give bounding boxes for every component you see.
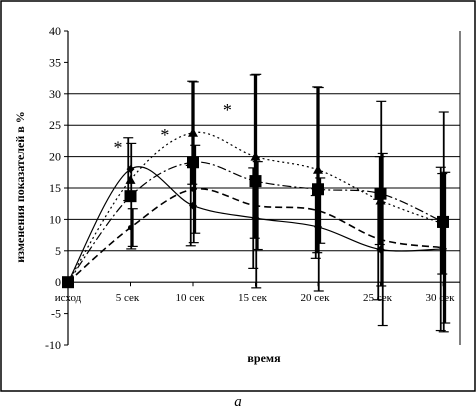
outer-frame bbox=[0, 0, 476, 392]
y-tick-label: 20 bbox=[49, 150, 61, 164]
data-point-circle bbox=[253, 203, 258, 209]
data-point-circle bbox=[440, 245, 446, 251]
figure-caption: а bbox=[234, 394, 242, 410]
data-point-circle bbox=[128, 225, 133, 231]
significance-asterisk: * bbox=[160, 125, 169, 145]
data-point-circle bbox=[190, 186, 196, 192]
series-circle bbox=[65, 144, 451, 327]
data-point-square bbox=[124, 190, 137, 203]
x-tick-label: 15 сек bbox=[238, 292, 268, 304]
data-point-circle bbox=[378, 236, 383, 242]
data-point-square bbox=[312, 183, 324, 196]
y-axis-label: изменения показателей в % bbox=[13, 111, 27, 262]
x-tick-label: исход bbox=[55, 292, 82, 304]
y-tick-label: 30 bbox=[49, 87, 61, 101]
y-tick-label: 10 bbox=[49, 212, 61, 226]
annotations: * * * bbox=[114, 100, 232, 158]
y-tick-label: 15 bbox=[49, 181, 61, 195]
data-point-square bbox=[374, 187, 387, 200]
y-tick-label: 25 bbox=[49, 118, 61, 132]
y-tick-label: 5 bbox=[55, 244, 61, 258]
x-tick-label: 5 сек bbox=[116, 292, 140, 304]
y-tick-label: -5 bbox=[51, 307, 61, 321]
x-tick-label: 10 сек bbox=[176, 292, 206, 304]
significance-asterisk: * bbox=[223, 100, 232, 120]
y-tick-label: 0 bbox=[55, 275, 61, 289]
data-point-square bbox=[187, 156, 199, 169]
y-tick-label: 35 bbox=[49, 55, 61, 69]
y-tick-label: -10 bbox=[45, 338, 61, 352]
data-point-circle bbox=[315, 208, 321, 214]
series-square bbox=[62, 73, 449, 333]
x-axis-ticks: исход 5 сек 10 сек 15 сек 20 сек 25 сек 30 сек bbox=[55, 281, 460, 304]
y-tick-label: 40 bbox=[49, 24, 61, 38]
x-tick-label: 25 сек bbox=[363, 292, 393, 304]
x-tick-label: 20 сек bbox=[301, 292, 331, 304]
data-point-square bbox=[437, 215, 449, 228]
significance-asterisk: * bbox=[114, 137, 123, 157]
data-point-square bbox=[249, 175, 262, 188]
x-tick-label: 30 сек bbox=[426, 292, 456, 304]
series-group bbox=[62, 73, 451, 333]
x-axis-label: время bbox=[247, 351, 281, 365]
